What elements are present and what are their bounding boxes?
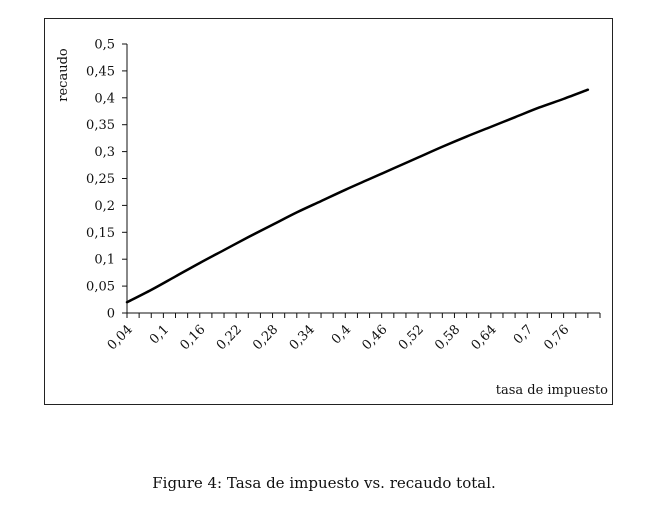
y-tick-label: 0 bbox=[107, 307, 115, 322]
y-tick-label: 0,1 bbox=[94, 253, 115, 268]
x-tick-label: 0,28 bbox=[250, 322, 281, 353]
y-tick-label: 0,5 bbox=[94, 38, 115, 53]
figure-caption: Figure 4: Tasa de impuesto vs. recaudo t… bbox=[152, 474, 496, 492]
x-tick-label: 0,64 bbox=[469, 322, 500, 353]
x-tick-label: 0,7 bbox=[511, 322, 536, 347]
y-tick-label: 0,15 bbox=[86, 226, 115, 241]
y-tick-label: 0,35 bbox=[86, 118, 115, 133]
y-tick-label: 0,4 bbox=[94, 91, 115, 106]
x-axis-ticks: 0,04 0,1 0,16 0,22 0,28 0,34 0,4 0,46 0,52 0,58 0,… bbox=[105, 313, 601, 353]
y-tick-label: 0,2 bbox=[94, 199, 115, 214]
series-line bbox=[125, 88, 590, 304]
chart-frame bbox=[44, 18, 613, 405]
y-tick-label: 0,3 bbox=[94, 145, 115, 160]
x-tick-label: 0,22 bbox=[214, 322, 245, 353]
y-tick-label: 0,05 bbox=[86, 280, 115, 295]
x-tick-label: 0,34 bbox=[287, 322, 318, 353]
x-tick-label: 0,76 bbox=[541, 322, 572, 353]
x-tick-label: 0,4 bbox=[329, 322, 354, 347]
y-tick-label: 0,45 bbox=[86, 64, 115, 79]
y-axis-title: recaudo bbox=[56, 48, 71, 102]
x-tick-label: 0,04 bbox=[105, 322, 136, 353]
y-tick-label: 0,25 bbox=[86, 172, 115, 187]
x-tick-label: 0,46 bbox=[359, 322, 390, 353]
x-tick-label: 0,52 bbox=[396, 322, 427, 353]
y-axis-ticks: 0 0,05 0,1 0,15 0,2 0,25 0,3 0,35 0,4 0,45 0,5 bbox=[86, 38, 127, 322]
x-tick-label: 0,58 bbox=[432, 322, 463, 353]
line-chart: 0 0,05 0,1 0,15 0,2 0,25 0,3 0,35 0,4 0,45 0,5 0,0… bbox=[44, 18, 613, 405]
x-tick-label: 0,16 bbox=[178, 322, 209, 353]
x-axis-title: tasa de impuesto bbox=[496, 383, 608, 398]
x-tick-label: 0,1 bbox=[147, 322, 172, 347]
